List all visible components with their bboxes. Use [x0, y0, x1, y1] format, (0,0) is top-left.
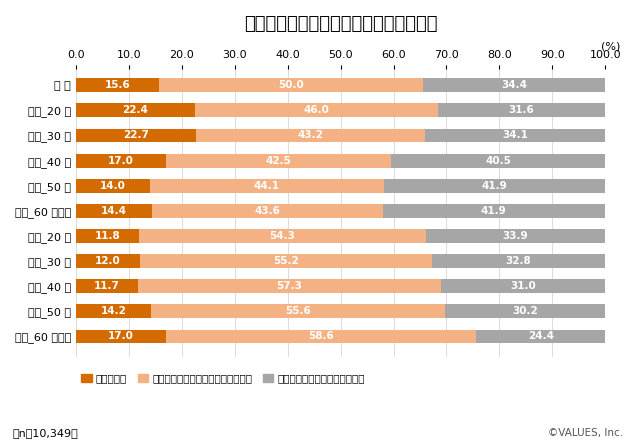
Text: 14.0: 14.0	[100, 181, 126, 191]
Text: 24.4: 24.4	[528, 332, 554, 341]
Bar	[158, 78, 423, 92]
Bar	[76, 304, 151, 318]
Text: 50.0: 50.0	[278, 80, 304, 90]
Text: 33.9: 33.9	[502, 231, 529, 241]
Bar	[166, 330, 476, 344]
Bar	[166, 154, 391, 167]
Text: 46.0: 46.0	[303, 105, 329, 115]
Bar	[76, 229, 139, 243]
Text: 57.3: 57.3	[277, 281, 303, 291]
Bar	[432, 254, 605, 268]
Bar	[150, 179, 384, 193]
Text: 55.6: 55.6	[286, 306, 311, 316]
Bar	[476, 330, 605, 344]
Bar	[445, 304, 605, 318]
Bar	[438, 104, 605, 117]
Text: 42.5: 42.5	[266, 156, 291, 166]
Bar	[425, 129, 605, 142]
Bar	[76, 154, 166, 167]
Bar	[76, 104, 195, 117]
Text: (%): (%)	[601, 41, 620, 51]
Text: 44.1: 44.1	[254, 181, 280, 191]
Text: 22.7: 22.7	[123, 130, 149, 141]
Bar	[391, 154, 605, 167]
Bar	[138, 279, 441, 293]
Text: 58.6: 58.6	[308, 332, 334, 341]
Text: 30.2: 30.2	[513, 306, 538, 316]
Bar	[151, 304, 445, 318]
Bar	[76, 179, 150, 193]
Text: 34.1: 34.1	[502, 130, 528, 141]
Text: 43.6: 43.6	[254, 206, 280, 216]
Bar	[76, 330, 166, 344]
Text: 55.2: 55.2	[273, 256, 298, 266]
Bar	[76, 78, 158, 92]
Title: 消費税増税に向けて対策を考えているか: 消費税増税に向けて対策を考えているか	[244, 15, 438, 33]
Text: 17.0: 17.0	[108, 332, 134, 341]
Text: 22.4: 22.4	[123, 105, 148, 115]
Bar	[195, 104, 438, 117]
Text: 54.3: 54.3	[269, 231, 295, 241]
Text: 11.8: 11.8	[95, 231, 120, 241]
Text: 17.0: 17.0	[108, 156, 134, 166]
Bar	[76, 279, 138, 293]
Text: 41.9: 41.9	[481, 206, 507, 216]
Bar	[139, 254, 432, 268]
Text: 31.6: 31.6	[509, 105, 534, 115]
Text: ©VALUES, Inc.: ©VALUES, Inc.	[548, 429, 623, 438]
Text: 34.4: 34.4	[501, 80, 527, 90]
Bar	[76, 204, 152, 218]
Bar	[152, 204, 383, 218]
Text: 14.4: 14.4	[101, 206, 127, 216]
Legend: 考えている, 考えていないが、今後考えるつもり, 考えていない、今後も考えない: 考えている, 考えていないが、今後考えるつもり, 考えていない、今後も考えない	[81, 373, 364, 384]
Bar	[197, 129, 425, 142]
Text: 14.2: 14.2	[100, 306, 127, 316]
Bar	[441, 279, 605, 293]
Text: 43.2: 43.2	[298, 130, 324, 141]
Bar	[423, 78, 605, 92]
Text: 11.7: 11.7	[94, 281, 120, 291]
Bar	[76, 129, 197, 142]
Text: 32.8: 32.8	[506, 256, 531, 266]
Text: 31.0: 31.0	[510, 281, 536, 291]
Bar	[139, 229, 426, 243]
Bar	[76, 254, 139, 268]
Bar	[383, 204, 605, 218]
Text: 12.0: 12.0	[95, 256, 121, 266]
Text: 41.9: 41.9	[481, 181, 508, 191]
Text: 40.5: 40.5	[485, 156, 511, 166]
Text: （n＝10,349）: （n＝10,349）	[13, 429, 78, 438]
Text: 15.6: 15.6	[104, 80, 130, 90]
Bar	[426, 229, 605, 243]
Bar	[384, 179, 605, 193]
